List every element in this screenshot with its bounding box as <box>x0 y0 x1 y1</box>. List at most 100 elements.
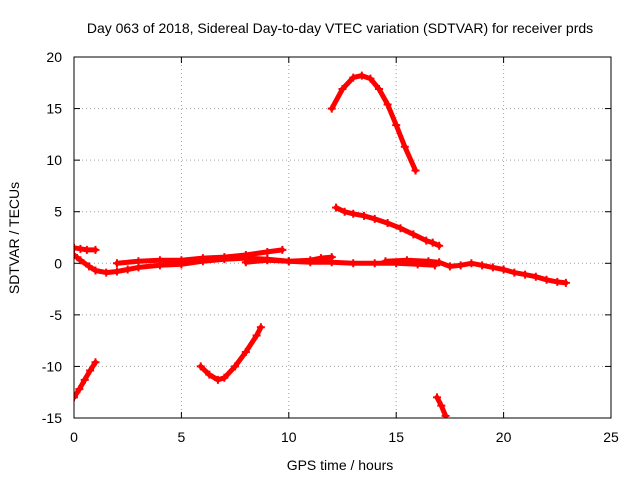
data-point <box>332 203 341 212</box>
data-point <box>349 209 358 218</box>
data-point <box>370 259 379 268</box>
data-point <box>112 267 121 276</box>
data-point <box>340 207 349 216</box>
data-point <box>252 331 261 340</box>
data-point <box>123 265 132 274</box>
series-group <box>74 71 570 418</box>
data-point <box>327 253 336 262</box>
data-point <box>553 277 562 286</box>
data-point <box>396 224 405 233</box>
data-point <box>392 121 401 130</box>
data-point <box>435 241 444 250</box>
x-tick-label: 15 <box>388 429 404 445</box>
data-point <box>220 253 229 262</box>
data-point <box>433 393 442 402</box>
data-point <box>488 263 497 272</box>
data-point <box>411 166 420 175</box>
y-axis-label: SDTVAR / TECUs <box>6 182 22 294</box>
data-point <box>531 272 540 281</box>
data-point <box>349 259 358 268</box>
data-point <box>241 347 250 356</box>
data-point <box>349 73 358 82</box>
data-point <box>400 142 409 151</box>
data-point <box>177 256 186 265</box>
data-point <box>359 211 368 220</box>
series-line-arc-6 <box>329 73 418 173</box>
data-point <box>134 257 143 266</box>
data-point <box>76 244 85 253</box>
data-point <box>317 254 326 263</box>
data-point <box>196 362 205 371</box>
grid-lines <box>74 57 611 418</box>
series-line-arc-5 <box>383 257 569 286</box>
data-point <box>205 370 214 379</box>
data-point <box>510 268 519 277</box>
data-point <box>155 256 164 265</box>
data-point <box>256 323 265 332</box>
data-point <box>383 100 392 109</box>
plot-frame <box>73 56 612 419</box>
data-point <box>383 219 392 228</box>
y-tick-label: 15 <box>46 101 62 117</box>
data-point <box>82 245 91 254</box>
data-point <box>366 74 375 83</box>
data-point <box>278 245 287 254</box>
data-point <box>428 238 437 247</box>
data-series-layer <box>74 71 570 418</box>
data-point <box>213 375 222 384</box>
data-point <box>435 258 444 267</box>
x-tick-label: 5 <box>178 429 186 445</box>
x-tick-label: 25 <box>603 429 619 445</box>
x-tick-label: 20 <box>496 429 512 445</box>
y-tick-label: 20 <box>46 49 62 65</box>
x-tick-label: 0 <box>70 429 78 445</box>
series-line-arc-2 <box>74 252 438 276</box>
data-point <box>74 393 78 402</box>
data-point <box>422 236 431 245</box>
data-point <box>91 245 100 254</box>
data-point <box>306 256 315 265</box>
data-point <box>445 262 454 271</box>
data-point <box>91 358 100 367</box>
data-point <box>263 256 272 265</box>
data-point <box>499 265 508 274</box>
data-point <box>437 401 446 410</box>
data-point <box>370 214 379 223</box>
data-point <box>112 259 121 268</box>
data-point <box>75 385 84 394</box>
data-point <box>74 251 78 260</box>
y-tick-label: 5 <box>54 204 62 220</box>
y-tick-label: -5 <box>50 307 63 323</box>
data-point <box>198 254 207 263</box>
data-point <box>76 256 85 265</box>
y-tick-label: -15 <box>42 410 62 426</box>
data-point <box>241 251 250 260</box>
x-axis-label: GPS time / hours <box>287 457 394 473</box>
y-tick-label: 10 <box>46 152 62 168</box>
data-point <box>231 362 240 371</box>
data-point <box>85 262 94 271</box>
data-point <box>284 257 293 266</box>
data-point <box>74 243 78 252</box>
data-point <box>521 270 530 279</box>
axis-ticks: 0 5 10 15 20 25 -15 -10 -5 0 5 10 15 20 <box>42 49 619 445</box>
data-point <box>86 366 95 375</box>
data-point <box>102 268 111 277</box>
y-tick-label: -10 <box>42 358 62 374</box>
data-point <box>80 375 89 384</box>
data-point <box>375 84 384 93</box>
data-point <box>241 258 250 267</box>
chart-title: Day 063 of 2018, Sidereal Day-to-day VTE… <box>87 20 593 36</box>
data-point <box>441 411 450 418</box>
data-point <box>424 257 433 266</box>
data-point <box>338 84 347 93</box>
data-point <box>357 71 366 80</box>
data-point <box>327 104 336 113</box>
data-point <box>220 373 229 382</box>
data-point <box>91 266 100 275</box>
data-point <box>456 261 465 270</box>
x-tick-label: 10 <box>281 429 297 445</box>
data-point <box>381 257 390 266</box>
y-tick-label: 0 <box>54 255 62 271</box>
